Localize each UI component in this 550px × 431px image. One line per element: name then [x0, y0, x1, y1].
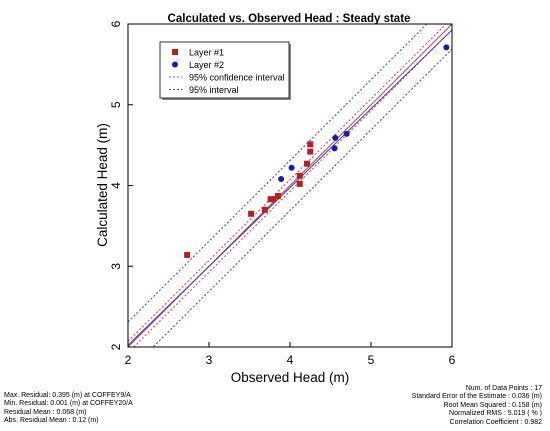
layer2-point — [278, 176, 285, 183]
legend-marker-layer2 — [172, 61, 178, 68]
layer1-point — [184, 251, 191, 258]
min-residual: Min. Residual: 0.001 (m) at COFFEY20/A — [4, 400, 133, 408]
residual-stats: Max. Residual: 0.395 (m) at COFFEY9/A Mi… — [4, 392, 133, 426]
chart-title: Calculated vs. Observed Head : Steady st… — [168, 13, 411, 25]
layer1-point — [307, 141, 314, 148]
layer1-point — [296, 172, 303, 179]
legend-label: 95% interval — [189, 85, 239, 95]
layer1-point — [296, 180, 303, 187]
legend-label: 95% confidence interval — [189, 73, 285, 83]
regression-line — [128, 29, 452, 346]
layer1-point — [304, 160, 311, 167]
max-residual: Max. Residual: 0.395 (m) at COFFEY9/A — [4, 392, 131, 399]
root-mean-squared: Root Mean Squared : 0.158 (m) — [443, 401, 542, 409]
y-axis-label: Calculated Head (m) — [95, 123, 110, 247]
abs-residual-mean: Abs. Residual Mean : 0.12 (m) — [4, 417, 99, 425]
residual-mean: Residual Mean : 0.068 (m) — [4, 408, 87, 416]
y-tick-label: 3 — [109, 263, 123, 270]
layer1-point — [269, 196, 276, 203]
x-tick-label: 3 — [206, 353, 213, 367]
x-tick-label: 4 — [287, 353, 294, 367]
legend-label: Layer #2 — [189, 60, 224, 70]
y-tick-label: 5 — [109, 101, 123, 108]
x-tick-label: 2 — [125, 353, 132, 367]
layer1-point — [274, 192, 281, 199]
normalized-rms: Normalized RMS : 5.019 ( % ) — [449, 410, 542, 418]
layer1-point — [261, 206, 268, 213]
x-axis-label: Observed Head (m) — [231, 370, 350, 385]
y-tick-label: 2 — [109, 343, 123, 350]
y-tick-label: 6 — [109, 20, 123, 27]
layer1-point — [248, 210, 255, 217]
legend-box — [159, 41, 290, 99]
interval-lower-line-0 — [133, 29, 452, 347]
layer2-point — [443, 44, 450, 51]
x-tick-label: 5 — [368, 353, 375, 367]
legend-marker-layer1 — [172, 49, 178, 55]
x-tick-label: 6 — [449, 353, 456, 367]
y-tick-label: 4 — [109, 182, 123, 189]
interval-lower-line-1 — [152, 48, 452, 347]
standard-error: Standard Error of the Estimate : 0.036 (… — [411, 393, 542, 401]
layer2-point — [288, 164, 295, 171]
interval-upper-line-1 — [128, 24, 428, 323]
layer2-point — [331, 145, 338, 152]
correlation-coefficient: Correlation Coefficient : 0.982 — [449, 418, 542, 426]
layer2-point — [343, 130, 350, 137]
layer1-point — [307, 148, 314, 155]
legend-label: Layer #1 — [189, 48, 224, 58]
fit-stats: Num. of Data Points : 17 Standard Error … — [412, 385, 542, 427]
interval-upper-line-0 — [128, 24, 447, 342]
num-data-points: Num. of Data Points : 17 — [465, 385, 542, 392]
layer2-point — [332, 134, 339, 141]
